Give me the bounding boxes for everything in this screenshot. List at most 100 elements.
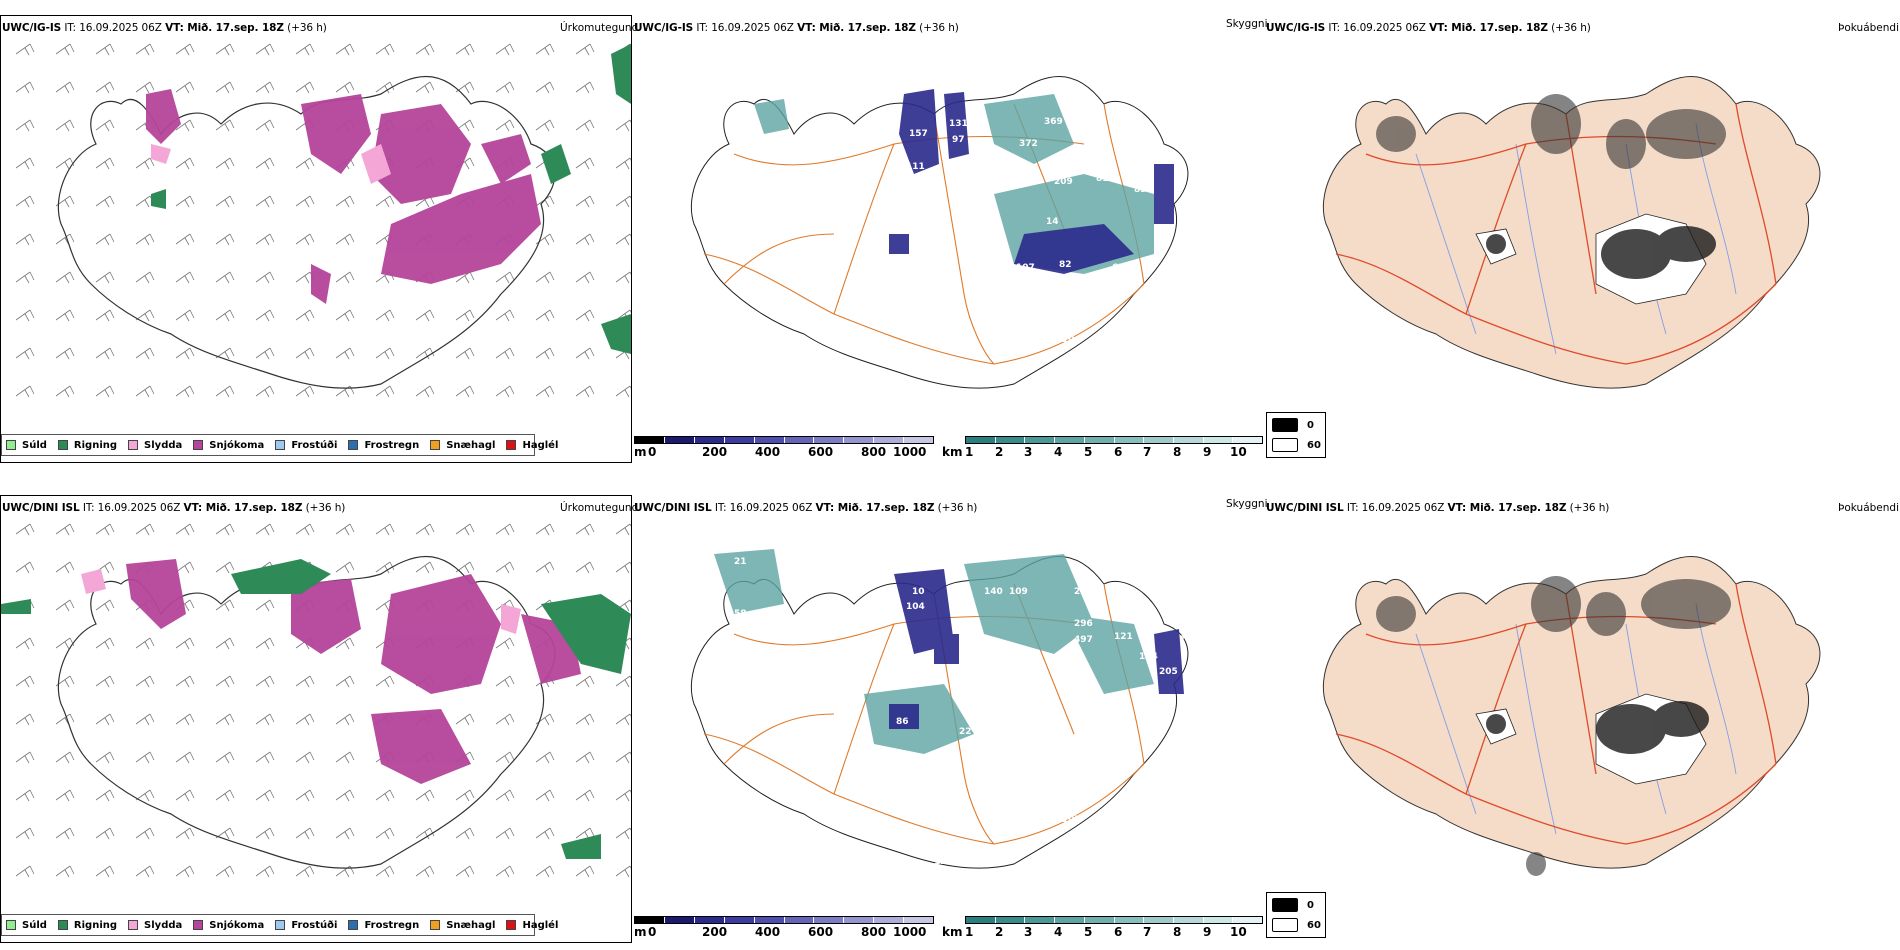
wind-barb	[375, 675, 395, 688]
vis-label: 140	[984, 587, 1003, 597]
wind-barb	[335, 195, 355, 208]
wind-barb	[335, 309, 355, 322]
wind-barb	[615, 865, 631, 878]
vis-panel-title: UWC/IG-IS IT: 16.09.2025 06Z VT: Mið. 17…	[634, 22, 959, 34]
wind-barb	[455, 81, 475, 94]
swatch-icon	[57, 440, 68, 450]
wind-barb	[535, 751, 555, 764]
legend-rigning: Rigning	[57, 440, 117, 451]
wind-barb	[135, 309, 155, 322]
wind-barb	[55, 309, 75, 322]
wind-barb	[15, 233, 35, 246]
fog-patches	[1376, 576, 1731, 876]
wind-barb	[335, 637, 355, 650]
height-tick: 1000	[893, 445, 927, 459]
wind-barb	[175, 523, 195, 536]
wind-barb	[575, 119, 595, 132]
fog-legend-label: 60	[1307, 440, 1321, 451]
wind-barb	[255, 637, 275, 650]
wind-barb	[175, 561, 195, 574]
wind-barb	[135, 81, 155, 94]
wind-barb	[535, 119, 555, 132]
wind-barb	[375, 827, 395, 840]
wind-barb	[455, 523, 475, 536]
wind-barb	[15, 309, 35, 322]
vis-label: 65	[704, 595, 717, 605]
wind-barb	[55, 751, 75, 764]
wind-barb	[295, 81, 315, 94]
swatch-icon	[348, 440, 359, 450]
legend-frostudi: Frostúði	[275, 920, 337, 931]
height-colorbar-strip	[634, 436, 934, 444]
wind-barb	[175, 271, 195, 284]
vis-tick: 2	[995, 925, 1004, 939]
wind-barb	[55, 119, 75, 132]
wind-barb	[575, 43, 595, 56]
wind-barb	[335, 827, 355, 840]
swatch-icon	[506, 920, 517, 930]
wind-barb	[135, 675, 155, 688]
wind-barb	[95, 675, 115, 688]
wind-barb	[15, 523, 35, 536]
vis-unit: km	[942, 445, 963, 459]
precip-panel-label: Úrkomutegund	[560, 22, 639, 34]
vis-label: 209	[1054, 177, 1073, 187]
wind-barb	[415, 385, 435, 398]
wind-barb	[135, 827, 155, 840]
wind-barb	[335, 271, 355, 284]
wind-barb	[55, 43, 75, 56]
wind-barb	[55, 271, 75, 284]
wind-barb	[135, 157, 155, 170]
wind-barb	[95, 81, 115, 94]
wind-barb	[615, 561, 631, 574]
wind-barb	[535, 523, 555, 536]
fog-dark	[1486, 226, 1716, 279]
wind-barb	[575, 309, 595, 322]
vis-label: 205	[1159, 667, 1178, 677]
wind-barb	[135, 865, 155, 878]
wind-barb	[55, 713, 75, 726]
wind-barb	[255, 789, 275, 802]
wind-barb	[295, 751, 315, 764]
vis-tick: 7	[1143, 925, 1152, 939]
vis-label: 107	[1016, 263, 1035, 273]
vis-map-2: 21 65 58 10 104 56 140 109 238 497 296 1…	[690, 549, 1192, 869]
fog-legend-label: 0	[1307, 900, 1314, 911]
height-unit: m	[634, 445, 647, 459]
swatch-icon	[430, 440, 441, 450]
wind-barb	[135, 637, 155, 650]
wind-barb	[215, 713, 235, 726]
wind-barb	[295, 789, 315, 802]
sleet-area	[151, 144, 391, 184]
vis-label: 238	[1074, 587, 1093, 597]
wind-barb	[15, 81, 35, 94]
vis-value-labels: 157 131 97 111 15 131 100 369 372 559 64…	[906, 117, 1153, 345]
wind-barb	[495, 637, 515, 650]
wind-barb	[375, 347, 395, 360]
wind-barb	[455, 561, 475, 574]
wind-barb	[535, 347, 555, 360]
wind-barb	[535, 309, 555, 322]
vis-panel-label: Skyggni	[1226, 18, 1268, 30]
wind-barb	[495, 865, 515, 878]
wind-barb	[495, 827, 515, 840]
wind-barb	[255, 309, 275, 322]
wind-barb	[215, 309, 235, 322]
wind-barb	[535, 713, 555, 726]
wind-barb	[175, 789, 195, 802]
snow-area	[126, 559, 581, 784]
wind-barb	[455, 43, 475, 56]
vis-label: 131	[952, 172, 971, 182]
fog-map-2	[1322, 556, 1821, 876]
swatch-icon	[193, 920, 204, 930]
vis-label: 104	[1139, 652, 1158, 662]
wind-barb	[415, 789, 435, 802]
wind-barb	[295, 347, 315, 360]
wind-barb	[495, 789, 515, 802]
wind-barb	[15, 751, 35, 764]
wind-barb	[575, 675, 595, 688]
wind-barb	[95, 233, 115, 246]
precip-legend: Súld Rigning Slydda Snjókoma Frostúði Fr…	[1, 434, 558, 456]
fog-swatch-dark	[1272, 418, 1298, 432]
wind-barb	[215, 271, 235, 284]
